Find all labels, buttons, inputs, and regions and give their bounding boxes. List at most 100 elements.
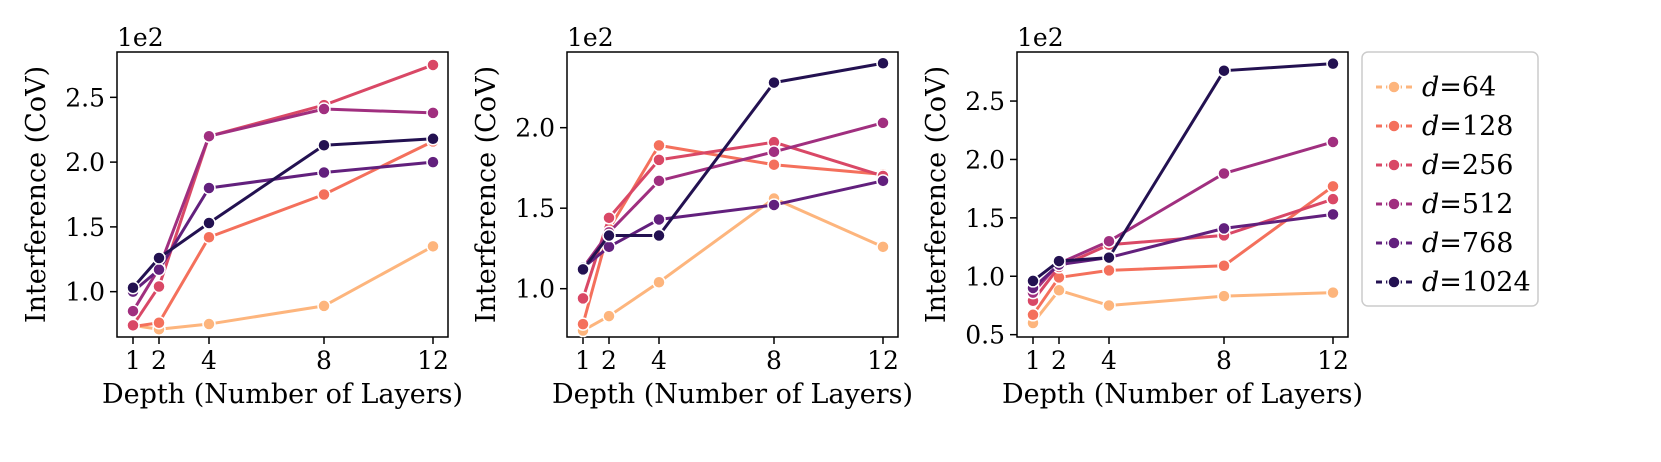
data-point [427, 59, 439, 71]
data-point [1327, 180, 1339, 192]
x-axis-label: Depth (Number of Layers) [552, 379, 913, 410]
x-tick-label: 2 [1051, 346, 1067, 375]
data-point [427, 156, 439, 168]
data-point [427, 107, 439, 119]
x-tick-label: 4 [651, 346, 667, 375]
y-axis-label: Interference (CoV) [21, 66, 52, 323]
axes-frame [117, 52, 448, 337]
y-tick-label: 1.0 [515, 275, 555, 304]
data-point [768, 199, 780, 211]
y-tick-label: 1.0 [65, 278, 105, 307]
legend: d=64 d=128 d=256 d=512 d=768 d=1024 [1362, 52, 1538, 306]
data-point [653, 276, 665, 288]
data-point [768, 77, 780, 89]
data-point [153, 252, 165, 264]
y-tick-label: 2.0 [965, 145, 1005, 174]
data-point [127, 305, 139, 317]
legend-marker [1388, 276, 1400, 288]
series-line [1033, 199, 1333, 301]
series-line [1033, 64, 1333, 281]
legend-marker [1388, 81, 1400, 93]
x-tick-label: 8 [1216, 346, 1232, 375]
data-point [1103, 264, 1115, 276]
panel-3: 0.5 1.0 1.5 2.0 2.5 1 2 4 8 12 1e2 Depth (Number of… [921, 23, 1363, 410]
data-point [877, 57, 889, 69]
data-point [318, 139, 330, 151]
y-tick-label: 1.5 [965, 204, 1005, 233]
data-point [1103, 252, 1115, 264]
axes-frame [567, 52, 898, 337]
data-point [1327, 136, 1339, 148]
data-point [1027, 275, 1039, 287]
data-point [1218, 260, 1230, 272]
x-tick-label: 2 [601, 346, 617, 375]
y-tick-label: 2.5 [965, 87, 1005, 116]
series-d-1024 [1027, 58, 1339, 287]
data-point [1327, 287, 1339, 299]
legend-label: d=256 [1422, 150, 1513, 181]
series-d-64 [1027, 284, 1339, 329]
y-axis-label: Interference (CoV) [921, 66, 952, 323]
data-point [203, 231, 215, 243]
data-point [653, 230, 665, 242]
legend-label: d=128 [1422, 111, 1513, 142]
x-tick-label: 8 [316, 346, 332, 375]
data-point [153, 317, 165, 329]
y-offset-label: 1e2 [1017, 23, 1064, 52]
x-tick-label: 8 [766, 346, 782, 375]
x-tick-label: 2 [151, 346, 167, 375]
series-line [1033, 290, 1333, 323]
data-point [1327, 208, 1339, 220]
series-d-768 [1027, 208, 1339, 294]
data-point [577, 263, 589, 275]
data-point [153, 264, 165, 276]
data-point [318, 103, 330, 115]
y-tick-label: 1.5 [65, 213, 105, 242]
y-tick-label: 1.5 [515, 194, 555, 223]
x-tick-label: 4 [1101, 346, 1117, 375]
data-point [653, 154, 665, 166]
data-point [768, 146, 780, 158]
series-line [133, 139, 433, 288]
data-point [427, 133, 439, 145]
x-tick-label: 12 [1317, 346, 1349, 375]
series-d-64 [127, 240, 439, 335]
legend-marker [1388, 120, 1400, 132]
y-tick-label: 2.0 [515, 114, 555, 143]
data-point [603, 310, 615, 322]
series-d-768 [577, 175, 889, 274]
x-tick-label: 4 [201, 346, 217, 375]
series-line [583, 199, 883, 331]
legend-label: d=1024 [1422, 267, 1531, 298]
data-point [1053, 255, 1065, 267]
y-tick-label: 2.5 [65, 83, 105, 112]
data-point [203, 182, 215, 194]
legend-marker [1388, 237, 1400, 249]
data-point [1218, 222, 1230, 234]
series-line [583, 63, 883, 269]
panel-2: 1.0 1.5 2.0 1 2 4 8 12 1e2 Depth (Number of Layer… [471, 23, 913, 410]
data-point [1218, 167, 1230, 179]
x-tick-label: 12 [867, 346, 899, 375]
data-point [1327, 58, 1339, 70]
x-tick-label: 1 [1025, 346, 1041, 375]
y-axis-label: Interference (CoV) [471, 66, 502, 323]
data-point [653, 175, 665, 187]
data-point [1218, 65, 1230, 77]
data-point [153, 280, 165, 292]
data-point [1027, 309, 1039, 321]
panel-1: 1.0 1.5 2.0 2.5 1 2 4 8 12 1e2 Depth (Number of La… [21, 23, 463, 410]
y-offset-label: 1e2 [117, 23, 164, 52]
series-d-1024 [577, 57, 889, 275]
series-line [583, 142, 883, 298]
x-tick-label: 1 [125, 346, 141, 375]
data-point [1327, 193, 1339, 205]
data-point [877, 175, 889, 187]
x-tick-label: 12 [417, 346, 449, 375]
data-point [127, 319, 139, 331]
x-tick-label: 1 [575, 346, 591, 375]
series-line [1033, 214, 1333, 288]
data-point [877, 117, 889, 129]
data-point [127, 282, 139, 294]
